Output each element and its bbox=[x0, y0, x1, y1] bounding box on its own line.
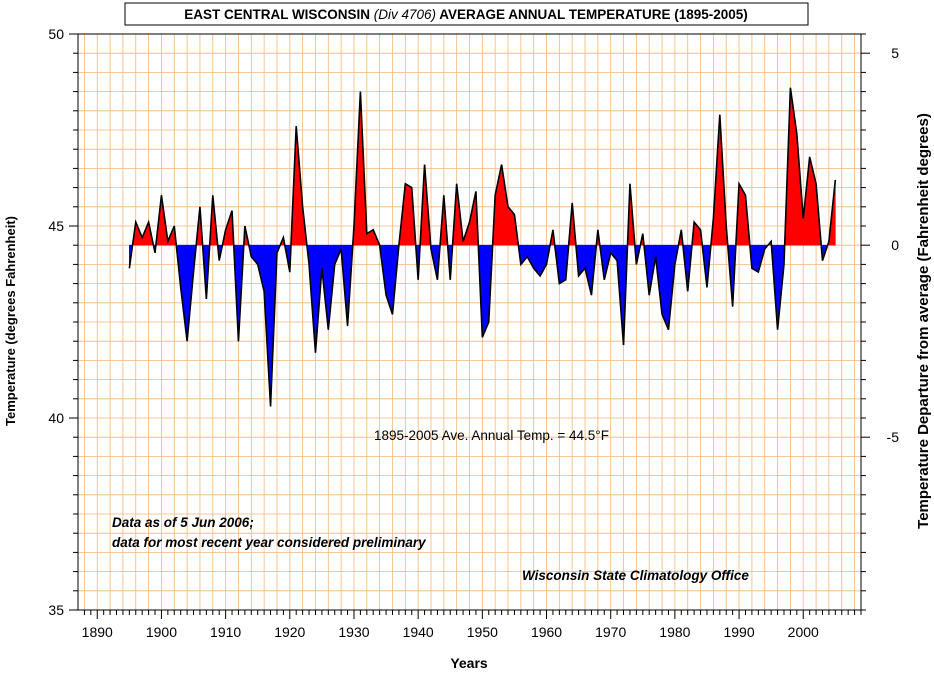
y-right-tick-label: 0 bbox=[891, 237, 899, 253]
x-tick-label: 1970 bbox=[595, 624, 626, 640]
y-axis-right-title: Temperature Departure from average (Fahr… bbox=[915, 113, 932, 529]
x-tick-label: 2000 bbox=[788, 624, 819, 640]
source-annotation: Wisconsin State Climatology Office bbox=[522, 568, 749, 583]
title-italic: (Div 4706) bbox=[374, 7, 436, 22]
title-box bbox=[124, 2, 809, 26]
y-left-tick-label: 45 bbox=[48, 218, 64, 234]
departure-fill-segment bbox=[405, 183, 413, 246]
average-annotation: 1895-2005 Ave. Annual Temp. = 44.5°F bbox=[374, 428, 609, 443]
temperature-series-line bbox=[128, 87, 837, 407]
x-tick-label: 1940 bbox=[403, 624, 434, 640]
y-left-tick-label: 35 bbox=[48, 602, 64, 618]
temperature-line bbox=[128, 87, 837, 407]
x-tick-label: 1900 bbox=[146, 624, 177, 640]
departure-fill-segment bbox=[559, 244, 567, 285]
y-left-tick-label: 50 bbox=[48, 26, 64, 42]
data-note-line2: data for most recent year considered pre… bbox=[112, 535, 427, 550]
title-pre: EAST CENTRAL WISCONSIN bbox=[184, 7, 374, 22]
x-tick-label: 1990 bbox=[723, 624, 754, 640]
data-note-line1: Data as of 5 Jun 2006; bbox=[112, 515, 254, 530]
y-right-tick-label: 5 bbox=[891, 45, 899, 61]
x-axis-title: Years bbox=[450, 655, 488, 671]
x-tick-label: 1920 bbox=[274, 624, 305, 640]
y-axis-left-title: Temperature (degrees Fahrenheit) bbox=[3, 216, 18, 426]
x-tick-label: 1960 bbox=[531, 624, 562, 640]
title-post: AVERAGE ANNUAL TEMPERATURE (1895-2005) bbox=[436, 7, 748, 22]
x-tick-label: 1980 bbox=[659, 624, 690, 640]
x-tick-label: 1930 bbox=[338, 624, 369, 640]
y-right-tick-label: -5 bbox=[887, 429, 900, 445]
x-tick-label: 1950 bbox=[467, 624, 498, 640]
chart-title: EAST CENTRAL WISCONSIN (Div 4706) AVERAG… bbox=[184, 7, 748, 22]
x-tick-label: 1910 bbox=[210, 624, 241, 640]
axes: 1890 1900 1910 1920 1930 1940 1950 1960 1970 1980… bbox=[48, 26, 899, 640]
x-tick-label: 1890 bbox=[82, 624, 113, 640]
y-left-tick-label: 40 bbox=[48, 410, 64, 426]
